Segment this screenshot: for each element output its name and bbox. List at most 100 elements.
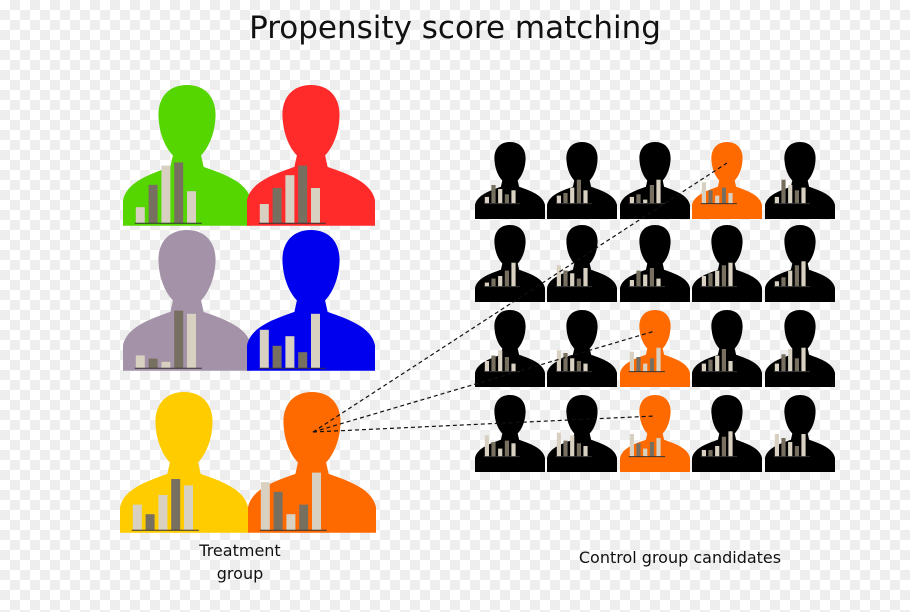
attribute-bar [504, 270, 509, 287]
person-silhouette-icon [692, 310, 762, 387]
attribute-bar [774, 434, 779, 457]
attribute-bar [636, 270, 641, 287]
control-person-r1-c1 [475, 142, 545, 219]
attribute-bar-chart-icon [258, 165, 326, 224]
attribute-bar [498, 189, 503, 204]
attribute-bar [563, 440, 568, 457]
attribute-bar [643, 363, 648, 372]
attribute-bar-chart-icon [134, 162, 202, 224]
attribute-bar [701, 276, 706, 287]
attribute-bar-chart-icon [258, 313, 326, 369]
attribute-bar [781, 354, 786, 372]
attribute-bar-chart-icon [700, 349, 738, 373]
attribute-bar [556, 265, 561, 287]
attribute-bar [788, 185, 793, 204]
attribute-bar [273, 491, 283, 531]
person-silhouette-icon [475, 395, 545, 472]
treatment-person-yellow [120, 392, 248, 533]
person-silhouette-icon [120, 392, 248, 533]
attribute-bar [781, 438, 786, 457]
person-silhouette-icon [765, 225, 835, 302]
control-person-r4-c4 [692, 395, 762, 472]
attribute-bar [272, 345, 282, 369]
attribute-bar [576, 179, 581, 204]
attribute-bar [788, 349, 793, 372]
attribute-bar [563, 353, 568, 372]
attribute-bar [491, 442, 496, 457]
attribute-bar [801, 187, 806, 204]
attribute-bar [259, 329, 269, 369]
attribute-bar-chart-icon [700, 182, 738, 205]
attribute-bar [298, 352, 308, 369]
attribute-bar-chart-icon [555, 350, 593, 373]
attribute-bar [158, 495, 168, 531]
attribute-bar [311, 188, 320, 224]
attribute-bar-chart-icon [555, 179, 593, 205]
attribute-bar [708, 450, 713, 457]
treatment-group-label: Treatment group [170, 539, 310, 585]
attribute-bar [629, 434, 634, 457]
attribute-bar [656, 438, 661, 457]
attribute-bar-chart-icon [628, 347, 666, 373]
attribute-bar-chart-icon [628, 179, 666, 205]
person-silhouette-icon [547, 142, 617, 219]
attribute-bar [570, 187, 575, 204]
attribute-bar [708, 190, 713, 204]
attribute-bar [728, 262, 733, 287]
treatment-group [120, 85, 376, 533]
treatment-label-line2: group [216, 564, 264, 583]
person-silhouette-icon [247, 230, 375, 371]
attribute-bar [629, 280, 634, 287]
attribute-bar [576, 443, 581, 457]
attribute-bar [794, 446, 799, 457]
match-link [312, 162, 728, 433]
attribute-bar [171, 479, 181, 531]
person-silhouette-icon [475, 225, 545, 302]
attribute-bar [649, 185, 654, 204]
attribute-bar [484, 282, 489, 287]
attribute-bar [259, 204, 269, 224]
attribute-bar-chart-icon [483, 185, 521, 205]
attribute-bar-chart-icon [555, 265, 593, 288]
person-silhouette-icon [765, 395, 835, 472]
control-person-r3-c4 [692, 310, 762, 387]
attribute-bar-chart-icon [259, 472, 327, 531]
attribute-bar [728, 193, 733, 204]
attribute-bar [132, 504, 142, 531]
attribute-bar [583, 446, 588, 457]
person-silhouette-icon [620, 225, 690, 302]
treatment-person-orange [248, 392, 376, 533]
attribute-bar [484, 435, 489, 457]
control-person-r3-c3 [620, 310, 690, 387]
control-group [475, 142, 835, 472]
attribute-bar [135, 355, 145, 369]
diagram-title: Propensity score matching [249, 10, 661, 46]
attribute-bar [286, 514, 296, 531]
attribute-bar [721, 349, 726, 372]
attribute-bar [728, 431, 733, 457]
attribute-bar-chart-icon [700, 262, 738, 288]
attribute-bar [636, 194, 641, 204]
attribute-bar [721, 187, 726, 204]
attribute-bar [556, 432, 561, 457]
attribute-bar-chart-icon [131, 479, 199, 531]
attribute-bar [556, 350, 561, 372]
attribute-bar [484, 361, 489, 372]
attribute-bar [656, 347, 661, 372]
attribute-bar [794, 190, 799, 204]
attribute-bar [491, 185, 496, 204]
attribute-bar [656, 278, 661, 287]
attribute-bar [715, 446, 720, 457]
attribute-bar [728, 361, 733, 372]
attribute-bar-chart-icon [628, 434, 666, 458]
attribute-bar [174, 162, 184, 224]
attribute-bar [148, 358, 158, 369]
control-group-label: Control group candidates [578, 548, 782, 567]
attribute-bar [708, 273, 713, 287]
attribute-bar [636, 357, 641, 372]
attribute-bar [504, 194, 509, 204]
attribute-bar [511, 443, 516, 457]
control-person-r4-c2 [547, 395, 617, 472]
attribute-bar [298, 165, 308, 224]
control-person-r1-c5 [765, 142, 835, 219]
